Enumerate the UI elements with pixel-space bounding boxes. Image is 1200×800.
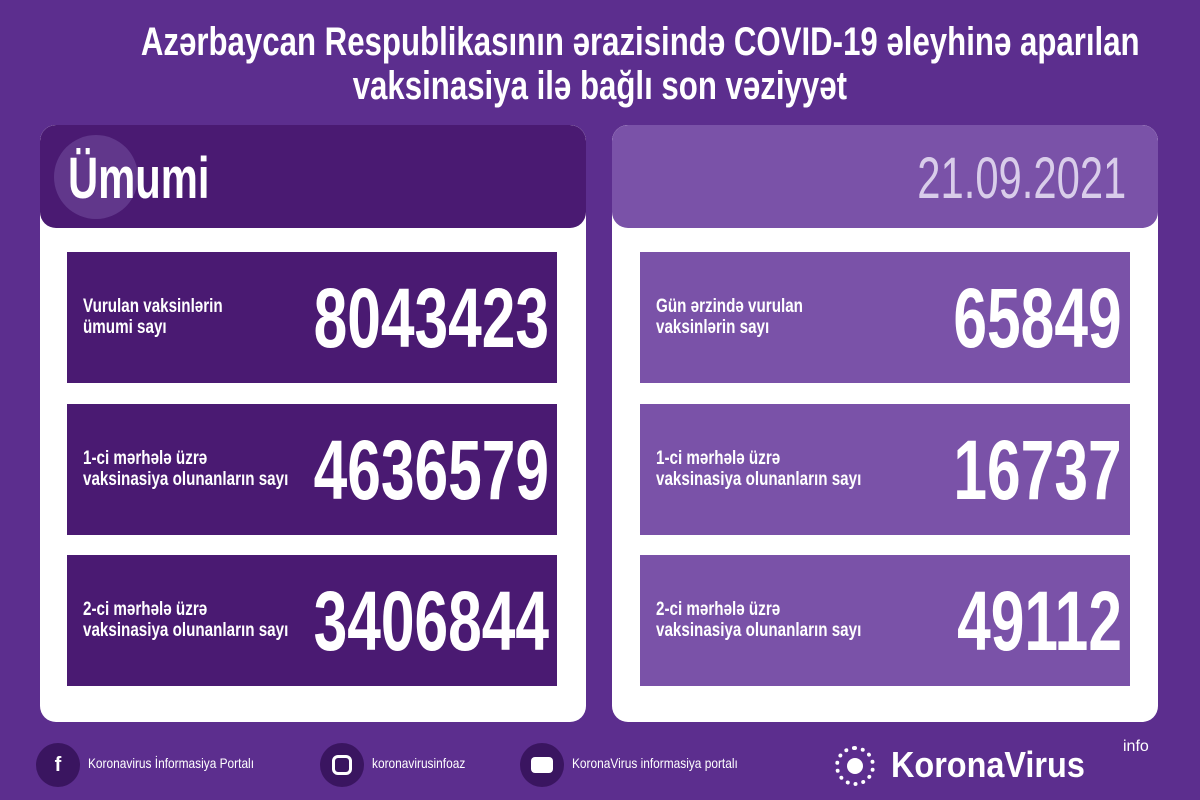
stat-value: 16737 [953, 423, 1122, 517]
total-panel-header: Ümumi [40, 125, 586, 228]
stat-total-dose1: 1-ci mərhələ üzrə vaksinasiya olunanların… [67, 404, 557, 535]
page-title: Azərbaycan Respublikasının ərazisində CO… [0, 20, 1200, 108]
facebook-link[interactable]: Koronavirus İnformasiya Portalı [88, 755, 255, 771]
stat-label: 1-ci mərhələ üzrə vaksinasiya olunanların… [83, 448, 289, 490]
stat-value: 8043423 [313, 271, 549, 365]
youtube-icon[interactable] [520, 743, 564, 787]
title-line-2: vaksinasiya ilə bağlı son vəziyyət [352, 64, 848, 108]
facebook-icon[interactable]: f [36, 743, 80, 787]
stat-label: 1-ci mərhələ üzrə vaksinasiya olunanların… [656, 448, 862, 490]
title-line-1: Azərbaycan Respublikasının ərazisində CO… [140, 20, 1140, 64]
stat-label: 2-ci mərhələ üzrə vaksinasiya olunanların… [656, 599, 862, 641]
brand-name: KoronaVirus [891, 744, 1085, 785]
footer: f Koronavirus İnformasiya Portalı korona… [0, 738, 1200, 790]
virus-icon [54, 135, 138, 219]
instagram-link[interactable]: koronavirusinfoaz [372, 755, 466, 771]
instagram-icon[interactable] [320, 743, 364, 787]
youtube-link[interactable]: KoronaVirus informasiya portalı [572, 755, 738, 771]
stat-value: 65849 [953, 271, 1122, 365]
stat-daily-vaccines: Gün ərzində vurulan vaksinlərin sayı 6584… [640, 252, 1130, 383]
stat-value: 49112 [957, 574, 1122, 668]
stat-daily-dose1: 1-ci mərhələ üzrə vaksinasiya olunanların… [640, 404, 1130, 535]
stat-total-dose2: 2-ci mərhələ üzrə vaksinasiya olunanların… [67, 555, 557, 686]
stat-value: 3406844 [313, 574, 549, 668]
daily-panel-header: 21.09.2021 [612, 125, 1158, 228]
total-panel: Ümumi Vurulan vaksinlərin ümumi sayı 8043… [40, 125, 586, 722]
stat-label: Vurulan vaksinlərin ümumi sayı [83, 296, 223, 338]
daily-panel: 21.09.2021 Gün ərzində vurulan vaksinləri… [612, 125, 1158, 722]
date-heading: 21.09.2021 [916, 146, 1126, 211]
stat-total-vaccines: Vurulan vaksinlərin ümumi sayı 8043423 [67, 252, 557, 383]
brand-sup: info [1123, 738, 1149, 755]
stat-value: 4636579 [313, 423, 549, 517]
stat-label: Gün ərzində vurulan vaksinlərin sayı [656, 296, 803, 338]
stat-label: 2-ci mərhələ üzrə vaksinasiya olunanların… [83, 599, 289, 641]
stat-daily-dose2: 2-ci mərhələ üzrə vaksinasiya olunanların… [640, 555, 1130, 686]
total-heading: Ümumi [68, 146, 210, 211]
sun-logo-icon [835, 746, 875, 786]
